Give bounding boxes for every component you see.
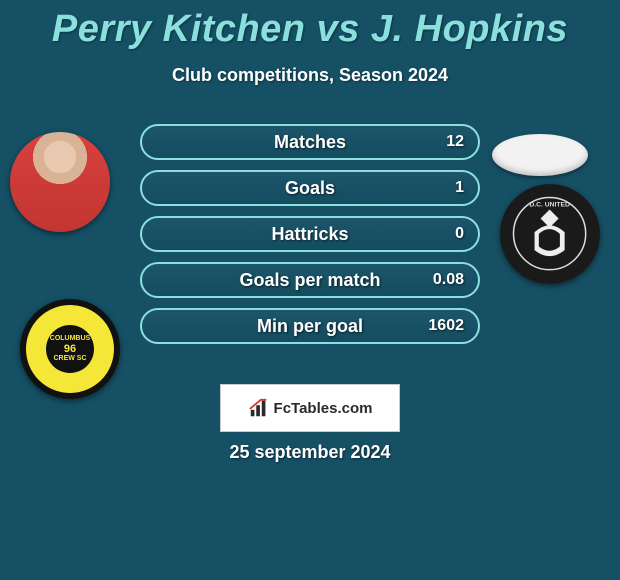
watermark-text: FcTables.com (274, 400, 373, 417)
stat-value-right: 12 (446, 133, 464, 151)
date-label: 25 september 2024 (0, 442, 620, 463)
stat-label: Goals per match (239, 270, 380, 291)
player-left-club-logo: COLUMBUS 96 CREW SC (20, 299, 120, 399)
bar-chart-icon (248, 397, 270, 419)
stat-row: Goals per match 0.08 (140, 262, 480, 298)
logo-text: 96 (64, 343, 76, 355)
watermark-link[interactable]: FcTables.com (220, 384, 400, 432)
stat-label: Min per goal (257, 316, 363, 337)
player-left-avatar (10, 132, 110, 232)
logo-text: COLUMBUS (50, 335, 90, 343)
stat-row: Min per goal 1602 (140, 308, 480, 344)
stats-list: Matches 12 Goals 1 Hattricks 0 Goals per… (140, 124, 480, 354)
stat-row: Hattricks 0 (140, 216, 480, 252)
stat-label: Matches (274, 132, 346, 153)
logo-text: D.C. UNITED (530, 202, 571, 209)
page-subtitle: Club competitions, Season 2024 (0, 65, 620, 86)
page-title: Perry Kitchen vs J. Hopkins (0, 0, 620, 51)
stat-value-right: 0.08 (433, 271, 464, 289)
dc-united-logo-icon: D.C. UNITED (512, 196, 587, 271)
columbus-crew-logo-icon: COLUMBUS 96 CREW SC (46, 325, 94, 373)
stat-label: Goals (285, 178, 335, 199)
player-right-avatar-placeholder (492, 134, 588, 176)
stat-value-right: 0 (455, 225, 464, 243)
stat-value-right: 1 (455, 179, 464, 197)
logo-text: CREW SC (53, 355, 86, 363)
stat-row: Goals 1 (140, 170, 480, 206)
stat-label: Hattricks (271, 224, 348, 245)
stat-value-right: 1602 (428, 317, 464, 335)
stat-row: Matches 12 (140, 124, 480, 160)
player-right-club-logo: D.C. UNITED (500, 184, 600, 284)
